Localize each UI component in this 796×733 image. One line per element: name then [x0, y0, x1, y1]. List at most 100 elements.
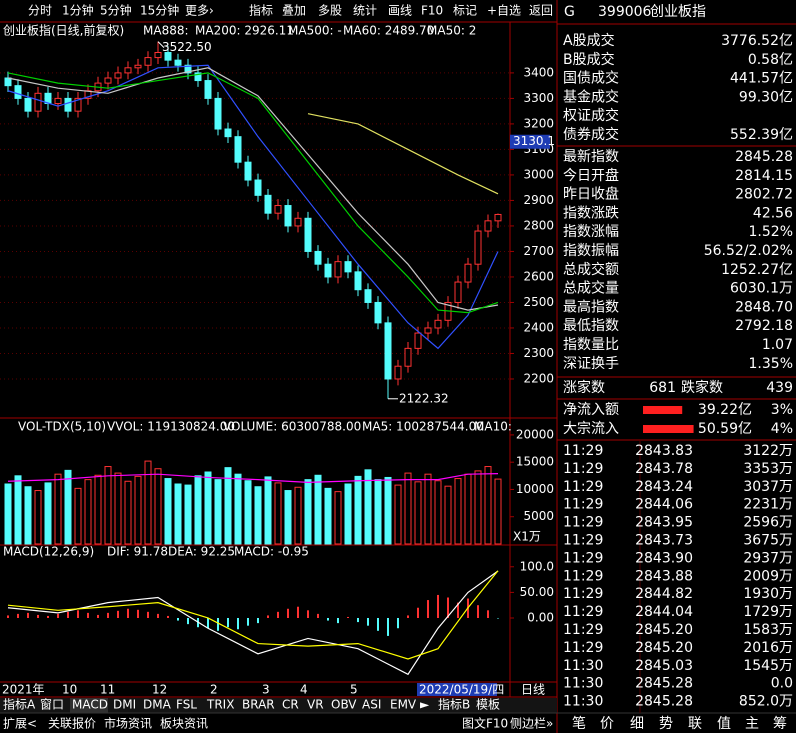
flow-label: 大宗流入: [563, 421, 619, 437]
toolbar-button[interactable]: 叠加: [282, 4, 306, 18]
macd-bar: [417, 607, 419, 618]
toolbar-button[interactable]: 5分钟: [100, 3, 132, 18]
y-tick-label: 2200: [523, 371, 554, 385]
macd-bar: [307, 610, 309, 618]
indicator-tab[interactable]: ASI: [362, 698, 381, 712]
macd-bar: [117, 610, 119, 618]
toolbar-button[interactable]: 返回: [529, 4, 553, 18]
stat-label: 指数涨幅: [563, 224, 619, 240]
volume-bar: [414, 481, 422, 545]
indicator-tab[interactable]: FSL: [176, 698, 197, 712]
indicator-tab[interactable]: 窗口: [40, 698, 64, 712]
candle-body: [54, 97, 62, 105]
candle-body: [34, 92, 42, 112]
macd-bar: [97, 614, 99, 618]
bottom-tab[interactable]: 侧边栏»: [510, 716, 553, 731]
side-tab[interactable]: 联: [688, 716, 702, 732]
candle-body: [104, 77, 112, 84]
trade-price: 2843.24: [635, 479, 693, 495]
trade-time: 11:29: [563, 550, 603, 566]
trade-price: 2843.83: [635, 443, 693, 459]
bottom-tab[interactable]: 市场资讯: [104, 716, 152, 731]
trade-volume: 1545万: [743, 658, 793, 674]
toolbar-button[interactable]: 标记: [453, 4, 477, 18]
stat-label: 指数涨跌: [563, 205, 619, 221]
stat-label: 昨日收盘: [563, 186, 619, 203]
trade-time: 11:29: [563, 533, 603, 549]
indicator-tab[interactable]: DMA: [143, 698, 172, 712]
side-tab[interactable]: 筹: [773, 715, 787, 732]
trade-volume: 0.0: [771, 676, 793, 692]
candle-body: [294, 217, 302, 227]
side-tab[interactable]: 势: [659, 716, 673, 732]
indicator-tab[interactable]: VR: [307, 698, 324, 712]
trade-price: 2843.73: [635, 533, 693, 549]
bottom-tab[interactable]: 板块资讯: [160, 717, 208, 731]
stat-value: 552.39亿: [730, 127, 793, 143]
side-tab[interactable]: 值: [717, 716, 731, 732]
candle-body: [434, 319, 442, 329]
legend-item: MA500: -: [288, 24, 342, 38]
indicator-tab[interactable]: 指标B: [438, 697, 470, 712]
side-tab[interactable]: 笔: [572, 716, 586, 732]
annotation: 3522.50: [162, 40, 212, 54]
indicator-tab[interactable]: BRAR: [242, 698, 275, 712]
y-tick-label: 3000: [523, 167, 554, 181]
toolbar-button[interactable]: 15分钟: [140, 3, 179, 18]
stat-value: 42.56: [753, 205, 793, 221]
toolbar-button[interactable]: F10: [421, 4, 443, 18]
x-axis-label: 11: [100, 683, 115, 697]
indicator-tab[interactable]: ►: [420, 698, 430, 712]
y-tick-label: 3300: [523, 91, 554, 105]
side-tab[interactable]: 价: [600, 716, 614, 732]
trade-time: 11:29: [563, 586, 603, 602]
volume-bar: [44, 482, 52, 545]
volume-bar: [314, 474, 322, 545]
volume-bar: [344, 483, 352, 545]
indicator-tab[interactable]: CR: [282, 698, 299, 712]
macd-bar: [277, 611, 279, 618]
candle-body: [454, 281, 462, 303]
toolbar-button[interactable]: 分时: [28, 4, 52, 18]
side-tab[interactable]: 细: [630, 716, 644, 732]
trade-price: 2845.28: [635, 694, 693, 710]
y-tick-label: 2600: [523, 269, 554, 283]
toolbar-button[interactable]: 指标: [249, 3, 273, 18]
stat-label: 基金成交: [563, 88, 619, 105]
candle-body: [144, 57, 152, 66]
side-tab[interactable]: 主: [745, 716, 759, 732]
bottom-tab[interactable]: 关联报价: [48, 716, 96, 731]
stat-value: 99.30亿: [739, 89, 793, 105]
volume-bar: [384, 476, 392, 545]
toolbar-button[interactable]: +自选: [487, 4, 521, 18]
toolbar-button[interactable]: 统计: [353, 4, 377, 18]
trade-volume: 852.0万: [739, 694, 793, 710]
trade-price: 2843.88: [635, 568, 693, 584]
indicator-tab[interactable]: TRIX: [206, 698, 234, 712]
indicator-tab[interactable]: 模板: [476, 698, 500, 712]
indicator-tab[interactable]: DMI: [113, 698, 136, 712]
y-tick-label: 100.0: [520, 559, 554, 573]
flow-bar: [643, 406, 683, 414]
indicator-tab[interactable]: EMV: [390, 698, 417, 712]
toolbar-button[interactable]: 画线: [388, 4, 412, 18]
trade-volume: 2009万: [743, 568, 793, 584]
stat-label: 权证成交: [563, 107, 619, 124]
toolbar-button[interactable]: 多股: [318, 4, 342, 18]
indicator-tab[interactable]: 指标A: [3, 697, 36, 712]
indicator-tab[interactable]: OBV: [331, 698, 357, 712]
volume-bar: [34, 490, 42, 545]
trade-price: 2844.06: [635, 497, 693, 513]
indicator-tab[interactable]: MACD: [72, 698, 108, 712]
y-tick-label: 20000: [516, 427, 554, 441]
bottom-tab[interactable]: 扩展<: [3, 717, 37, 731]
toolbar-button[interactable]: 1分钟: [62, 3, 94, 18]
candle-body: [234, 136, 242, 163]
bottom-tab[interactable]: 图文F10: [462, 716, 508, 731]
volume-bar: [234, 473, 242, 545]
period-label: 日线: [521, 683, 545, 697]
macd-bar: [297, 606, 299, 618]
macd-bar: [397, 617, 399, 629]
toolbar-button[interactable]: 更多›: [185, 4, 214, 18]
macd-bar: [447, 597, 449, 618]
